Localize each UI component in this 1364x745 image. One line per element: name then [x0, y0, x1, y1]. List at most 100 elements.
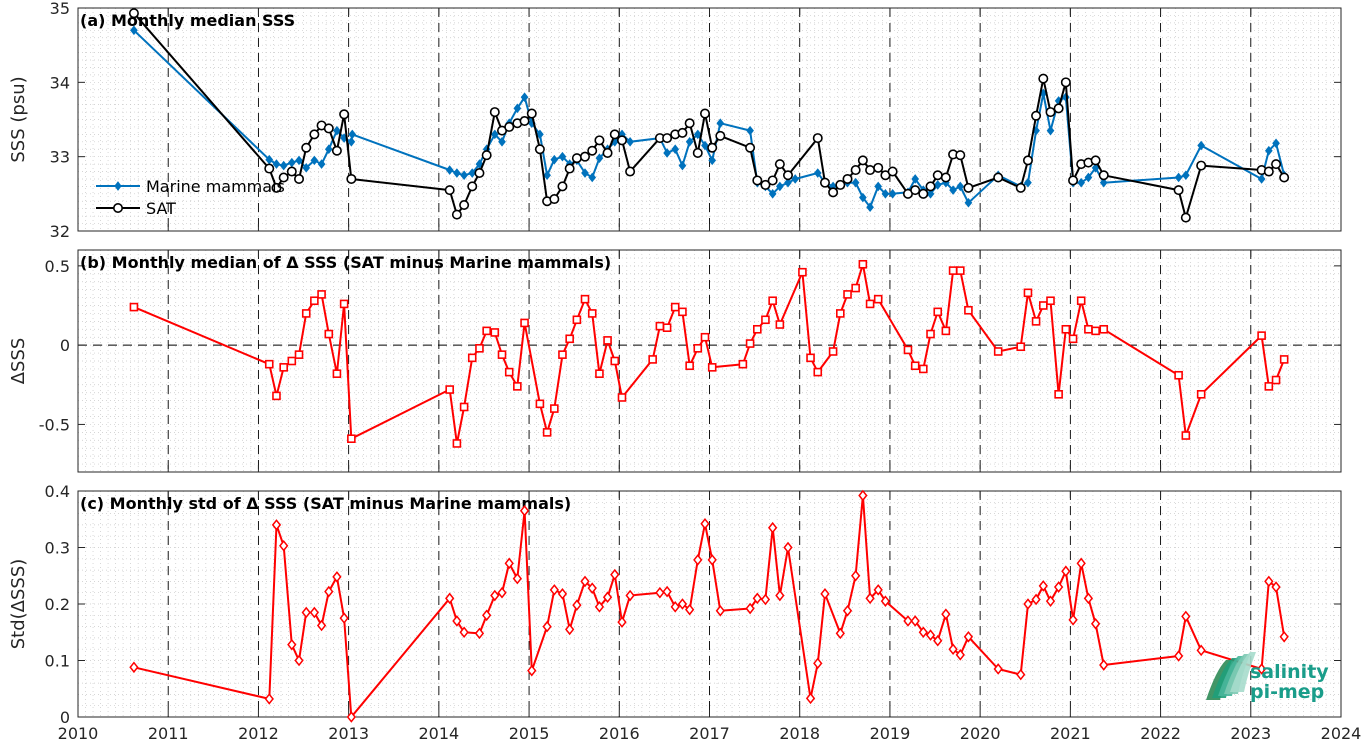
data-point: [805, 692, 816, 705]
data-point: [460, 170, 468, 181]
data-point: [1053, 103, 1064, 114]
data-point: [655, 586, 665, 599]
data-point: [707, 363, 717, 372]
data-point: [128, 8, 139, 19]
x-tick-label: 2017: [689, 724, 730, 743]
data-point: [1264, 575, 1274, 588]
y-tick-label: 33: [50, 148, 70, 167]
data-point: [707, 142, 718, 153]
data-point: [550, 154, 559, 165]
data-point: [910, 361, 920, 371]
data-point: [602, 147, 613, 158]
data-point: [512, 572, 522, 585]
data-point: [859, 192, 867, 203]
data-point: [279, 160, 288, 171]
data-point: [918, 626, 928, 639]
data-point: [858, 489, 868, 502]
data-point: [1263, 166, 1274, 177]
x-tick-label: 2022: [1140, 724, 1181, 743]
data-point: [504, 557, 514, 570]
data-point: [1016, 668, 1026, 681]
data-point: [580, 294, 590, 304]
data-point: [536, 129, 544, 140]
data-point: [542, 620, 552, 633]
data-point: [851, 177, 860, 188]
data-point: [309, 606, 320, 619]
y-tick-label: 0: [60, 708, 70, 727]
y-tick-label: 0.2: [45, 595, 70, 614]
data-point: [768, 521, 778, 534]
data-point: [993, 172, 1004, 183]
data-point: [926, 189, 935, 199]
data-point: [301, 606, 311, 619]
data-point: [452, 615, 462, 627]
data-point: [1045, 107, 1056, 118]
data-point: [264, 359, 274, 369]
series-delta: [129, 489, 1289, 723]
data-point: [617, 393, 627, 402]
data-point: [933, 180, 942, 190]
data-point: [677, 127, 688, 138]
data-point: [1256, 663, 1267, 675]
data-point: [964, 197, 973, 208]
data-point: [767, 175, 778, 186]
data-point: [1090, 155, 1101, 166]
data-point: [294, 173, 305, 184]
data-point: [685, 603, 695, 616]
data-point: [580, 151, 591, 162]
data-point: [858, 259, 868, 269]
data-point: [761, 315, 770, 325]
data-point: [474, 627, 485, 640]
data-point: [678, 160, 687, 171]
data-point: [955, 649, 965, 661]
data-point: [745, 602, 755, 615]
data-point: [1015, 182, 1026, 193]
data-point: [1061, 324, 1071, 334]
data-point: [873, 584, 883, 596]
data-point: [564, 163, 575, 174]
data-point: [557, 588, 568, 600]
x-tick-label: 2019: [870, 724, 911, 743]
data-point: [339, 612, 349, 624]
data-point: [1090, 617, 1101, 630]
data-point: [287, 638, 297, 651]
data-point: [964, 305, 973, 315]
data-point: [588, 172, 597, 183]
data-point: [346, 173, 357, 184]
data-point: [812, 133, 823, 144]
data-point: [1257, 174, 1266, 184]
data-point: [993, 663, 1003, 675]
data-point: [963, 182, 974, 193]
logo-wave: [1230, 652, 1256, 692]
x-tick-label: 2020: [960, 724, 1001, 743]
data-point: [482, 609, 492, 622]
data-point: [265, 154, 274, 165]
data-point: [888, 189, 897, 199]
data-point: [671, 144, 680, 155]
data-point: [782, 170, 793, 181]
data-point: [708, 155, 717, 166]
data-point: [264, 163, 275, 174]
data-point: [498, 136, 506, 147]
data-point: [278, 172, 289, 183]
data-point: [784, 177, 792, 188]
data-point: [332, 369, 342, 378]
data-point: [1084, 172, 1093, 183]
data-point: [626, 136, 634, 147]
data-point: [287, 157, 296, 168]
data-point: [1045, 595, 1056, 607]
data-point: [693, 344, 703, 353]
data-point: [1264, 382, 1274, 391]
data-point: [880, 595, 891, 607]
data-point: [513, 103, 522, 114]
data-point: [918, 188, 929, 199]
data-point: [925, 629, 936, 641]
data-point: [286, 166, 297, 177]
legend-entry: Marine mammals: [146, 177, 285, 196]
data-point: [949, 185, 957, 195]
data-point: [317, 290, 326, 299]
data-point: [911, 174, 920, 184]
major-grid: [167, 8, 1252, 231]
